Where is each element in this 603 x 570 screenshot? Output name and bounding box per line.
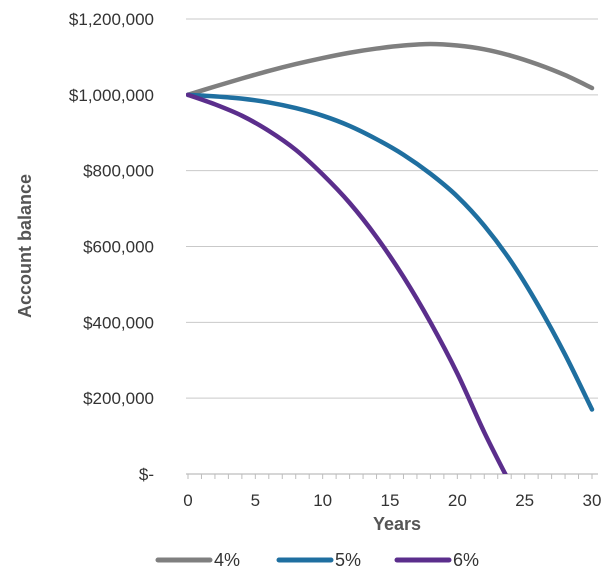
x-tick-label: 20 [448, 491, 467, 510]
y-tick-label: $600,000 [83, 238, 154, 257]
y-axis-ticks: $- $200,000 $400,000 $600,000 $800,000 $1,000… [69, 10, 154, 484]
y-tick-label: $1,000,000 [69, 86, 154, 105]
legend-label: 5% [335, 550, 361, 570]
y-tick-label: $400,000 [83, 313, 154, 332]
y-tick-label: $200,000 [83, 389, 154, 408]
x-tick-label: 5 [251, 491, 260, 510]
x-axis-title: Years [373, 514, 421, 534]
x-tick-label: 0 [183, 491, 192, 510]
legend: 4% 5% 6% [155, 550, 479, 570]
legend-label: 6% [453, 550, 479, 570]
y-tick-label: $1,200,000 [69, 10, 154, 29]
series-line-5-percent [186, 92, 595, 412]
gridlines [186, 18, 598, 399]
y-axis-title: Account balance [15, 174, 35, 318]
x-tick-label: 10 [313, 491, 332, 510]
x-tick-label: 25 [515, 491, 534, 510]
x-tick-label: 15 [381, 491, 400, 510]
y-tick-label: $- [139, 465, 154, 484]
series-line-6-percent [186, 92, 508, 474]
x-tick-label: 30 [583, 491, 602, 510]
x-axis: 0 5 10 15 20 25 30 [183, 473, 602, 510]
series-lines [186, 41, 595, 474]
series-line-4-percent [186, 41, 595, 98]
y-tick-label: $800,000 [83, 162, 154, 181]
legend-label: 4% [214, 550, 240, 570]
